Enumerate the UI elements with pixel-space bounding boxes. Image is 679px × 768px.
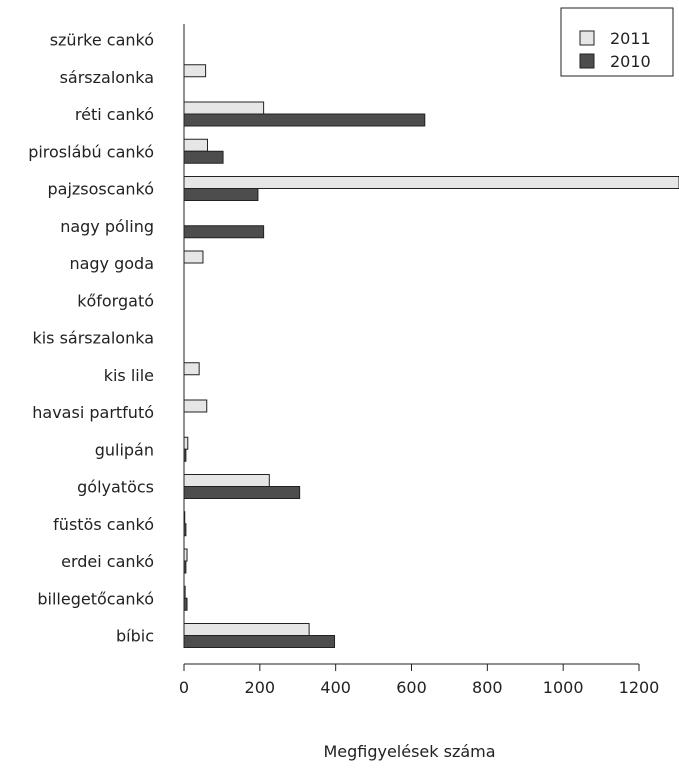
bar-2011-gulipan <box>183 436 189 450</box>
category-label-kis-lile: kis lile <box>104 366 154 385</box>
category-labels: szürke cankó sárszalonka réti cankó piroslá… <box>28 31 154 646</box>
x-tick-label-1200: 1200 <box>619 678 660 697</box>
x-tick-label-400: 400 <box>320 678 351 697</box>
bar-2011-kis-lile <box>183 362 200 376</box>
bar-2010-bibic <box>183 635 336 648</box>
category-label-billegetocanko: billegetőcankó <box>37 589 154 608</box>
category-label-nagy-goda: nagy goda <box>69 254 154 273</box>
legend-label-2011: 2011 <box>610 29 651 48</box>
x-axis-title: Megfigyelések száma <box>323 742 495 761</box>
bar-2011-sarszalonka <box>183 64 207 78</box>
x-tick-label-1000: 1000 <box>543 678 584 697</box>
bars-group <box>183 64 679 648</box>
legend: 2011 2010 <box>560 7 674 77</box>
bar-2011-reti-canko <box>183 101 265 115</box>
bar-2010-nagy-poling <box>183 225 265 239</box>
category-label-sarszalonka: sárszalonka <box>60 68 154 87</box>
bar-2010-piroslabu-canko <box>183 150 224 164</box>
legend-swatch-2011 <box>579 30 595 46</box>
category-label-havasi-partfuto: havasi partfutó <box>32 403 154 422</box>
x-tick-label-600: 600 <box>396 678 427 697</box>
bar-2010-pajzsoscanko <box>183 188 259 201</box>
bar-2011-piroslabu-canko <box>183 138 209 152</box>
bar-2011-golyatocs <box>183 474 270 487</box>
x-tick-label-800: 800 <box>472 678 503 697</box>
category-label-pajzsoscanko: pajzsoscankó <box>48 180 155 199</box>
bar-2010-reti-canko <box>183 113 426 127</box>
category-label-koforgato: kőforgató <box>77 291 154 310</box>
category-label-reti-canko: réti cankó <box>75 105 154 124</box>
bar-2011-pajzsoscanko <box>183 176 679 189</box>
category-label-piroslabu-canko: piroslábú cankó <box>28 142 154 161</box>
bar-2011-bibic <box>183 623 310 636</box>
category-label-fustos-canko: füstös cankó <box>53 515 154 534</box>
bar-2010-golyatocs <box>183 486 301 499</box>
category-label-kis-sarszalonka: kis sárszalonka <box>32 329 154 348</box>
category-label-gulipan: gulipán <box>95 440 154 459</box>
category-label-erdei-canko: erdei cankó <box>61 552 154 571</box>
bar-2011-nagy-goda <box>183 250 204 264</box>
bar-2011-havasi-partfuto <box>183 399 208 413</box>
legend-label-2010: 2010 <box>610 52 651 71</box>
category-label-bibic: bíbic <box>116 627 154 646</box>
category-label-golyatocs: gólyatöcs <box>77 478 154 497</box>
category-label-szurke-canko: szürke cankó <box>50 31 154 50</box>
x-axis: 0 200 400 600 800 1000 1200 <box>179 663 660 697</box>
x-tick-label-200: 200 <box>245 678 276 697</box>
legend-swatch-2010 <box>579 53 595 69</box>
category-label-nagy-poling: nagy póling <box>60 217 154 236</box>
x-tick-label-0: 0 <box>179 678 189 697</box>
